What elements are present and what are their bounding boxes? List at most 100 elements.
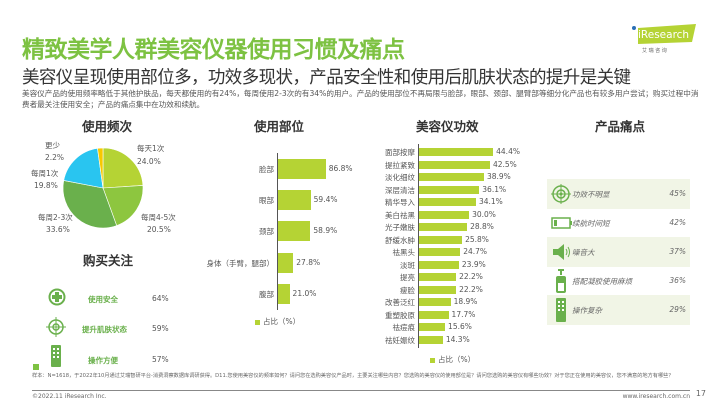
bar-category-label: 淡化细纹	[385, 173, 415, 182]
footnote: 样本：N=1618，于2022年10月通过艾瑞智研平台-消费洞察数据库调研获得。…	[32, 373, 674, 379]
focus-label: 操作方便	[88, 356, 118, 365]
bar-category-label: 精华导入	[385, 198, 415, 207]
frequency-pie-chart	[62, 147, 144, 229]
remote-icon	[51, 345, 61, 367]
bar-value-label: 86.8%	[328, 164, 353, 173]
bar	[419, 260, 459, 269]
pie-value: 19.8%	[34, 181, 58, 190]
pie-label: 每周2-3次	[38, 213, 73, 222]
pain-label: 噪音大	[572, 248, 595, 257]
bar	[419, 210, 470, 219]
bar-value-label: 17.7%	[451, 309, 476, 319]
target-icon	[46, 317, 66, 337]
purchase-focus-title: 购买关注	[83, 253, 134, 268]
bar	[419, 198, 476, 206]
note-marker	[33, 364, 39, 370]
bar-category-label: 颈部	[259, 227, 274, 237]
medical-cross-icon	[48, 288, 66, 306]
bar	[419, 310, 449, 319]
iresearch-logo: iResearch 艾 瑞 咨 询	[630, 24, 698, 54]
bar	[419, 285, 457, 294]
bar	[419, 223, 468, 231]
bar-value-label: 30.0%	[472, 209, 496, 219]
bar	[278, 283, 290, 304]
bar-category-label: 舒缓水肿	[385, 235, 415, 245]
page-title: 精致美学人群美容仪器使用习惯及痛点	[22, 37, 405, 63]
pie-slice	[102, 147, 144, 189]
focus-label: 使用安全	[88, 295, 118, 304]
legend-swatch	[430, 357, 435, 363]
pain-value: 37%	[669, 247, 686, 256]
pain-value: 36%	[669, 276, 686, 285]
pie-value: 20.5%	[147, 225, 171, 234]
bar-value-label: 14.3%	[445, 334, 470, 344]
footer-divider	[32, 390, 690, 391]
bar-category-label: 面部按摩	[385, 148, 415, 157]
efficacy-axis	[418, 144, 419, 348]
bar	[278, 190, 311, 211]
pain-label: 操作复杂	[572, 306, 602, 315]
pie-value: 24.0%	[137, 157, 161, 166]
bar-value-label: 38.9%	[486, 172, 511, 181]
pie-slice	[62, 180, 118, 229]
battery-icon	[551, 217, 572, 229]
bar-value-label: 27.8%	[296, 257, 321, 267]
usage-area-title: 使用部位	[254, 119, 305, 134]
pie-value: 2.2%	[45, 153, 65, 162]
bar-value-label: 59.4%	[313, 195, 338, 205]
purchase-focus-row: 提升肌肤状态 59%	[0, 317, 200, 337]
bar-value-label: 34.1%	[478, 197, 503, 206]
pain-value: 29%	[669, 305, 686, 314]
bar	[419, 185, 480, 194]
bar-category-label: 重塑胶原	[385, 310, 415, 320]
efficacy-title: 美容仪功效	[416, 119, 479, 134]
bar-category-label: 祛黑头	[392, 248, 416, 257]
bar	[419, 148, 494, 156]
bar	[419, 173, 484, 181]
bar-value-label: 25.8%	[465, 234, 489, 244]
target-icon	[551, 184, 571, 204]
bar	[419, 248, 461, 256]
bar-value-label: 42.5%	[492, 159, 517, 169]
bar-category-label: 瘦脸	[400, 285, 415, 295]
bar	[419, 273, 457, 281]
bar-category-label: 祛妊娠纹	[385, 335, 415, 345]
website-url: www.iresearch.com.cn	[622, 393, 690, 400]
pain-point-row: 操作复杂 29%	[547, 295, 690, 325]
bar-category-label: 提亮	[400, 273, 415, 282]
purchase-focus-row: 操作方便 57%	[0, 345, 200, 367]
copyright: ©2022.11 iResearch Inc.	[32, 393, 107, 400]
bar	[419, 298, 451, 306]
remote-icon	[556, 298, 566, 322]
bar-category-label: 身体（手臂，腿部）	[206, 258, 275, 268]
legend-label: 占比（%）	[438, 355, 476, 364]
bar-category-label: 脸部	[259, 165, 274, 174]
bar-category-label: 光子嫩肤	[385, 223, 415, 232]
bar	[278, 221, 311, 242]
pain-value: 42%	[669, 218, 686, 227]
logo-subtext: 艾 瑞 咨 询	[642, 48, 667, 54]
bar-value-label: 44.4%	[496, 147, 520, 156]
logo-shape	[632, 24, 696, 44]
bar-value-label: 24.7%	[463, 247, 488, 256]
pie-title: 使用频次	[82, 119, 133, 134]
description: 美容仪产品的使用频率略低于其他护肤品，每天都使用的有24%，每周使用2-3次的有…	[22, 89, 699, 109]
pain-label: 续航时间短	[572, 219, 610, 228]
pain-point-row: 搭配凝胶使用麻烦 36%	[547, 266, 690, 296]
bar-value-label: 58.9%	[313, 226, 338, 236]
bar	[278, 159, 326, 179]
bar-value-label: 22.2%	[459, 272, 483, 281]
speaker-icon	[553, 244, 570, 260]
legend-swatch	[255, 319, 260, 325]
legend-label: 占比（%）	[263, 317, 301, 326]
pie-label: 每天1次	[137, 144, 165, 153]
pie-label: 更少	[45, 141, 60, 150]
bar-category-label: 深层清洁	[385, 185, 415, 195]
usage-area-legend: 占比（%）	[255, 316, 300, 327]
pain-point-row: 功效不明显 45%	[547, 179, 690, 209]
pie-slice	[63, 148, 104, 189]
page-subtitle: 美容仪呈现使用部位多，功效多现状，产品安全性和使用后肌肤状态的提升是关键	[22, 68, 631, 88]
pain-label: 搭配凝胶使用麻烦	[572, 277, 632, 286]
bar	[278, 252, 294, 273]
bar-category-label: 提拉紧致	[385, 160, 415, 170]
